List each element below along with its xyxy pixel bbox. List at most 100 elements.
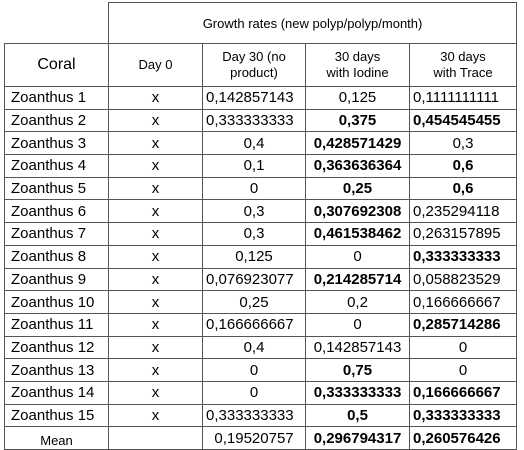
coral-name-cell: Zoanthus 1: [4, 86, 109, 110]
iodine-cell: 0,5: [305, 403, 410, 428]
day30-cell: 0,142857143: [202, 86, 306, 110]
coral-name-cell: Zoanthus 7: [4, 222, 109, 246]
header-day30: Day 30 (no product): [202, 43, 306, 87]
iodine-cell: 0,363636364: [305, 154, 410, 178]
trace-cell: 0,333333333: [408, 403, 518, 428]
header-day30-line2: product): [230, 65, 278, 80]
growth-rate-table-container: Growth rates (new polyp/polyp/month) Cor…: [4, 2, 518, 450]
coral-name-cell: Zoanthus 8: [4, 244, 109, 269]
table-row: Zoanthus 13 x 0 0,75 0: [4, 358, 518, 382]
mean-row: Mean 0,19520757 0,296794317 0,260576426: [4, 426, 518, 450]
coral-name-cell: Zoanthus 13: [4, 358, 109, 382]
trace-cell: 0,6: [408, 176, 518, 201]
header-coral: Coral: [4, 43, 109, 87]
table-row: Zoanthus 10 x 0,25 0,2 0,166666667: [4, 290, 518, 314]
day30-cell: 0,4: [202, 335, 306, 360]
trace-cell: 0,166666667: [408, 290, 518, 314]
table-row: Zoanthus 7 x 0,3 0,461538462 0,263157895: [4, 222, 518, 246]
trace-cell: 0,166666667: [408, 380, 518, 405]
day30-cell: 0,25: [202, 290, 306, 314]
header-trace: 30 days with Trace: [408, 43, 518, 87]
empty-corner-cell: [4, 2, 109, 44]
coral-name-cell: Zoanthus 5: [4, 176, 109, 201]
coral-name-cell: Zoanthus 15: [4, 403, 109, 428]
header-iodine-line1: 30 days: [334, 49, 381, 64]
day30-cell: 0,125: [202, 244, 306, 269]
day0-cell: x: [108, 176, 203, 201]
coral-name-cell: Zoanthus 3: [4, 131, 109, 156]
mean-trace-cell: 0,260576426: [408, 426, 518, 450]
day0-cell: x: [108, 86, 203, 110]
day30-cell: 0,1: [202, 154, 306, 178]
day0-cell: x: [108, 131, 203, 156]
day30-cell: 0,166666667: [202, 312, 306, 337]
iodine-cell: 0,428571429: [305, 131, 410, 156]
iodine-cell: 0,307692308: [305, 199, 410, 224]
mean-day0-cell: [108, 426, 203, 450]
header-iodine-line2: with Iodine: [326, 65, 389, 80]
day30-cell: 0: [202, 358, 306, 382]
header-day0: Day 0: [108, 43, 203, 87]
coral-name-cell: Zoanthus 9: [4, 267, 109, 292]
coral-name-cell: Zoanthus 12: [4, 335, 109, 360]
day0-cell: x: [108, 380, 203, 405]
day30-cell: 0,3: [202, 222, 306, 246]
coral-name-cell: Zoanthus 14: [4, 380, 109, 405]
day30-cell: 0,333333333: [202, 108, 306, 133]
table-row: Zoanthus 3 x 0,4 0,428571429 0,3: [4, 131, 518, 156]
day30-cell: 0: [202, 176, 306, 201]
iodine-cell: 0,461538462: [305, 222, 410, 246]
day30-cell: 0,333333333: [202, 403, 306, 428]
table-row: Zoanthus 6 x 0,3 0,307692308 0,235294118: [4, 199, 518, 224]
mean-label: Mean: [4, 426, 109, 450]
iodine-cell: 0,75: [305, 358, 410, 382]
trace-cell: 0,058823529: [408, 267, 518, 292]
iodine-cell: 0,214285714: [305, 267, 410, 292]
iodine-cell: 0: [305, 244, 410, 269]
day0-cell: x: [108, 154, 203, 178]
table-row: Zoanthus 9 x 0,076923077 0,214285714 0,0…: [4, 267, 518, 292]
iodine-cell: 0,333333333: [305, 380, 410, 405]
day0-cell: x: [108, 222, 203, 246]
header-trace-line1: 30 days: [440, 49, 486, 64]
coral-name-cell: Zoanthus 10: [4, 290, 109, 314]
iodine-cell: 0,142857143: [305, 335, 410, 360]
day30-cell: 0,4: [202, 131, 306, 156]
day30-cell: 0: [202, 380, 306, 405]
trace-cell: 0,454545455: [408, 108, 518, 133]
trace-cell: 0,6: [408, 154, 518, 178]
header-iodine: 30 days with Iodine: [305, 43, 410, 87]
trace-cell: 0: [408, 335, 518, 360]
day30-cell: 0,3: [202, 199, 306, 224]
coral-name-cell: Zoanthus 4: [4, 154, 109, 178]
table-row: Zoanthus 15 x 0,333333333 0,5 0,33333333…: [4, 403, 518, 428]
iodine-cell: 0,125: [305, 86, 410, 110]
header-trace-line2: with Trace: [433, 65, 493, 80]
iodine-cell: 0,25: [305, 176, 410, 201]
day0-cell: x: [108, 108, 203, 133]
day0-cell: x: [108, 312, 203, 337]
day0-cell: x: [108, 358, 203, 382]
day0-cell: x: [108, 199, 203, 224]
table-row: Zoanthus 5 x 0 0,25 0,6: [4, 176, 518, 201]
table-row: Zoanthus 11 x 0,166666667 0 0,285714286: [4, 312, 518, 337]
trace-cell: 0,263157895: [408, 222, 518, 246]
iodine-cell: 0,375: [305, 108, 410, 133]
coral-name-cell: Zoanthus 11: [4, 312, 109, 337]
trace-cell: 0,3: [408, 131, 518, 156]
header-day30-line1: Day 30 (no: [222, 49, 286, 64]
coral-name-cell: Zoanthus 6: [4, 199, 109, 224]
mean-iodine-cell: 0,296794317: [305, 426, 410, 450]
trace-cell: 0,235294118: [408, 199, 518, 224]
table-row: Zoanthus 1 x 0,142857143 0,125 0,1111111…: [4, 86, 518, 110]
table-title: Growth rates (new polyp/polyp/month): [107, 2, 518, 44]
table-row: Zoanthus 4 x 0,1 0,363636364 0,6: [4, 154, 518, 178]
day0-cell: x: [108, 335, 203, 360]
iodine-cell: 0,2: [305, 290, 410, 314]
iodine-cell: 0: [305, 312, 410, 337]
trace-cell: 0,285714286: [408, 312, 518, 337]
day0-cell: x: [108, 290, 203, 314]
table-row: Zoanthus 12 x 0,4 0,142857143 0: [4, 335, 518, 360]
table-row: Zoanthus 2 x 0,333333333 0,375 0,4545454…: [4, 108, 518, 133]
day0-cell: x: [108, 403, 203, 428]
